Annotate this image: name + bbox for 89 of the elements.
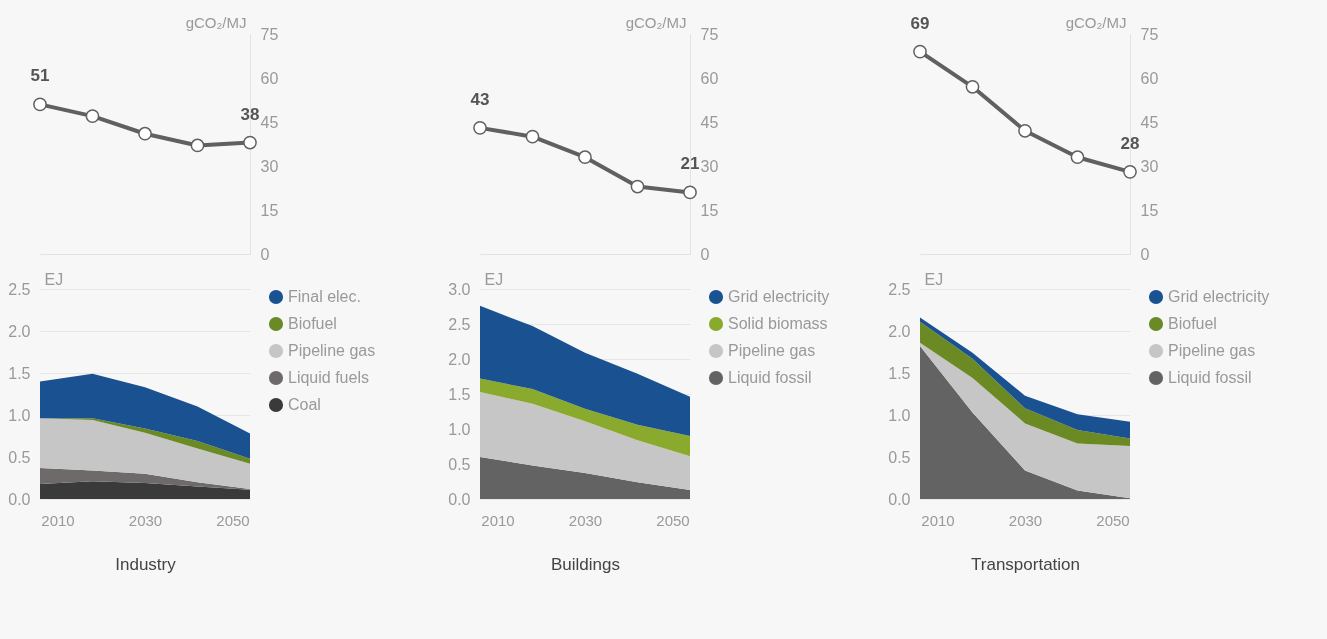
point (190, 138, 205, 153)
y2-axis-title: gCO₂/MJ (625, 13, 687, 31)
y-tick-label: 1.0 (888, 406, 911, 424)
y-tick-label: 0.0 (8, 490, 31, 508)
point (525, 129, 540, 144)
y-tick-label: 1.5 (448, 385, 471, 403)
data-label: 51 (30, 66, 50, 86)
y2-tick-label: 30 (260, 157, 279, 175)
y-tick-label: 2.0 (888, 322, 911, 340)
y-axis-title: EJ (44, 270, 64, 288)
point (913, 44, 927, 59)
data-label: 43 (470, 89, 490, 109)
x-axis-title: Transportation (971, 554, 1080, 574)
y-tick-label: 3.0 (448, 280, 471, 298)
y2-tick-label: 60 (260, 69, 279, 87)
y2-tick-label: 45 (700, 113, 719, 131)
point (578, 150, 592, 165)
x-tick-label: 2010 (921, 511, 955, 529)
y2-tick-label: 60 (1140, 69, 1159, 87)
y2-axis-title: gCO₂/MJ (1065, 13, 1127, 31)
y-tick-label: 1.0 (8, 406, 31, 424)
y-tick-label: 2.5 (8, 280, 31, 298)
y2-tick-label: 0 (1140, 245, 1150, 263)
legend-label: Liquid fuels (288, 369, 369, 386)
point (85, 109, 100, 123)
point (473, 121, 487, 135)
y2-tick-label: 15 (700, 201, 719, 219)
y2-tick-label: 30 (1140, 157, 1159, 175)
y-tick-label: 0.0 (448, 490, 471, 508)
y2-tick-label: 45 (1140, 113, 1159, 131)
x-tick-label: 2010 (481, 511, 515, 529)
data-label: 69 (910, 13, 930, 33)
x-tick-label: 2050 (216, 511, 250, 529)
y-tick-label: 0.0 (888, 490, 911, 508)
point (1123, 165, 1137, 179)
point (630, 179, 645, 194)
y-tick-label: 2.0 (8, 322, 31, 340)
legend-label: Liquid fossil (1168, 369, 1252, 386)
legend-label: Grid electricity (1168, 288, 1270, 305)
point (683, 185, 697, 200)
y2-tick-label: 60 (700, 69, 719, 87)
x-axis-title: Buildings (551, 554, 620, 574)
legend-label: Pipeline gas (1168, 342, 1256, 359)
y2-tick-label: 75 (700, 25, 719, 43)
legend-label: Pipeline gas (728, 342, 816, 359)
y2-tick-label: 45 (260, 113, 279, 131)
y2-tick-label: 0 (260, 245, 270, 263)
legend-label: Pipeline gas (288, 342, 376, 359)
data-label: 38 (240, 104, 260, 124)
legend-label: Grid electricity (728, 288, 830, 305)
x-tick-label: 2030 (568, 511, 603, 529)
y-tick-label: 0.5 (8, 448, 31, 466)
legend-label: Solid biomass (728, 315, 828, 332)
point (138, 126, 152, 141)
legend-label: Coal (288, 396, 321, 413)
legend-label: Liquid fossil (728, 369, 812, 386)
x-tick-label: 2010 (41, 511, 75, 529)
y2-tick-label: 75 (1140, 25, 1159, 43)
y2-tick-label: 30 (700, 157, 719, 175)
point (33, 97, 47, 112)
legend-label: Biofuel (288, 315, 337, 332)
data-label: 21 (680, 154, 700, 174)
x-tick-label: 2030 (128, 511, 163, 529)
y-tick-label: 0.5 (888, 448, 911, 466)
y2-tick-label: 75 (260, 25, 279, 43)
y-tick-label: 2.5 (888, 280, 911, 298)
y-tick-label: 1.0 (448, 420, 471, 438)
y-tick-label: 1.5 (888, 364, 911, 382)
point (1070, 150, 1085, 165)
x-axis-title: Industry (115, 554, 177, 574)
y-axis-title: EJ (484, 270, 504, 288)
y-tick-label: 0.5 (448, 455, 471, 473)
y-tick-label: 2.0 (448, 350, 471, 368)
legend-label: Final elec. (288, 288, 361, 305)
x-tick-label: 2050 (1096, 511, 1130, 529)
legend-label: Biofuel (1168, 315, 1217, 332)
y2-tick-label: 0 (700, 245, 710, 263)
y2-tick-label: 15 (1140, 201, 1159, 219)
y2-axis-title: gCO₂/MJ (185, 13, 247, 31)
point (965, 79, 980, 94)
x-tick-label: 2050 (656, 511, 690, 529)
y2-tick-label: 15 (260, 201, 279, 219)
point (1018, 123, 1032, 138)
y-tick-label: 1.5 (8, 364, 31, 382)
data-label: 28 (1120, 133, 1140, 153)
point (243, 135, 257, 150)
y-tick-label: 2.5 (448, 315, 471, 333)
y-axis-title: EJ (924, 270, 944, 288)
x-tick-label: 2030 (1008, 511, 1043, 529)
